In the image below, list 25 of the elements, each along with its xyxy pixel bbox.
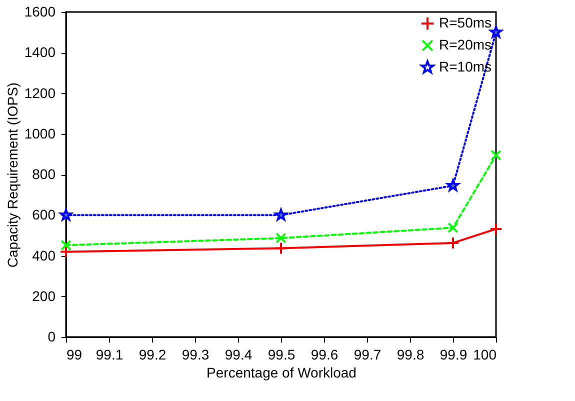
legend-label: R=20ms xyxy=(439,36,492,52)
x-tick-label: 99.6 xyxy=(310,346,338,362)
y-tick-label: 400 xyxy=(32,247,56,264)
x-tick-label: 100 xyxy=(473,346,497,362)
x-tick-label: 99.2 xyxy=(138,346,166,362)
y-tick-label: 1000 xyxy=(24,125,56,142)
y-tick-label: 1200 xyxy=(24,84,56,101)
x-tick-label: 99 xyxy=(66,346,82,362)
x-axis-title: Percentage of Workload xyxy=(206,364,356,380)
y-tick-label: 200 xyxy=(32,288,56,304)
x-tick-label: 99.1 xyxy=(96,346,124,362)
x-tick-label: 99.3 xyxy=(182,346,210,362)
legend-label: R=50ms xyxy=(439,14,492,30)
y-tick-label: 1400 xyxy=(24,44,56,60)
legend-label: R=10ms xyxy=(439,58,492,74)
x-tick-label: 99.4 xyxy=(224,346,252,362)
y-tick-label: 800 xyxy=(32,166,56,182)
y-axis-title: Capacity Requirement (IOPS) xyxy=(4,82,20,268)
x-tick-label: 99.7 xyxy=(354,346,382,362)
y-tick-label: 1600 xyxy=(24,4,56,20)
y-tick-label: 600 xyxy=(32,206,56,223)
x-tick-label: 99.5 xyxy=(268,346,296,362)
y-tick-label: 0 xyxy=(48,328,56,344)
x-tick-label: 99.9 xyxy=(440,346,468,362)
x-tick-label: 99.8 xyxy=(396,346,424,362)
